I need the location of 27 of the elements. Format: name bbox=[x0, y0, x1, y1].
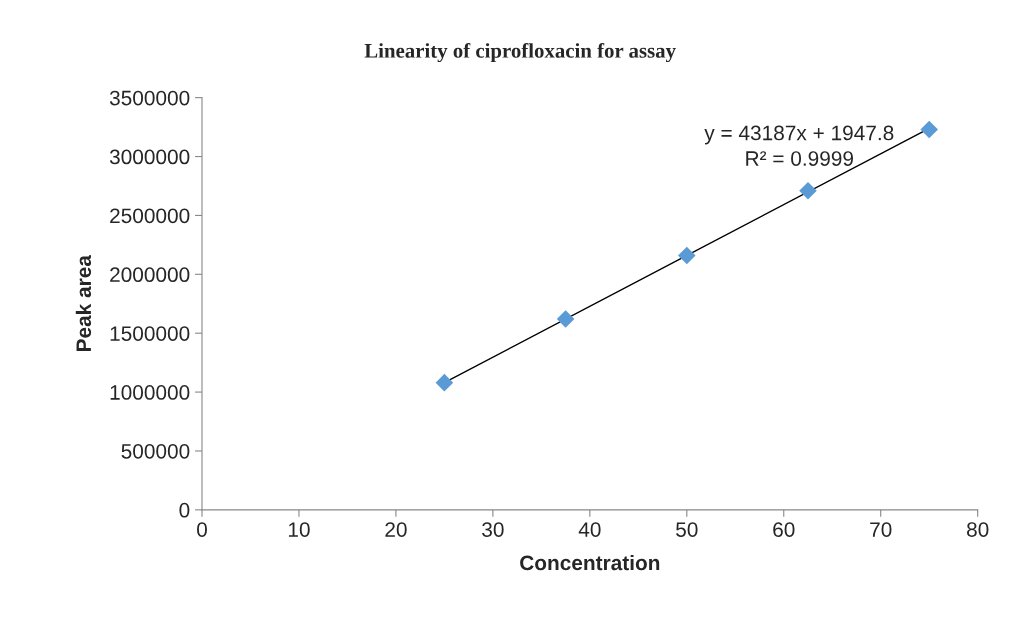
point bbox=[678, 246, 696, 265]
y-tick-label: 1000000 bbox=[110, 385, 190, 400]
point bbox=[799, 181, 817, 200]
annotation: y = 43187x + 1947.8 bbox=[704, 125, 894, 145]
annotation: R² = 0.9999 bbox=[746, 151, 854, 166]
y-tick-label: 1500000 bbox=[110, 326, 190, 341]
x-tick-label: 10 bbox=[288, 522, 310, 537]
point bbox=[556, 310, 575, 328]
y-tick-label: 2500000 bbox=[110, 208, 190, 224]
x-tick-label: 70 bbox=[870, 522, 892, 537]
y-tick-label: 2000000 bbox=[110, 267, 190, 283]
x-tick-label: 40 bbox=[578, 522, 601, 537]
y-tick-label: 3000000 bbox=[109, 149, 190, 165]
y-axis-title: Peak area bbox=[75, 254, 92, 352]
y-tick-label: 500000 bbox=[121, 443, 190, 459]
y-tick-label: 0 bbox=[179, 502, 190, 518]
y-tick-label: 3500000 bbox=[109, 90, 190, 106]
x-tick-label: 20 bbox=[385, 522, 407, 537]
x-tick-label: 30 bbox=[482, 522, 504, 537]
chart-title: Linearity of ciprofloxacin for assay bbox=[364, 42, 676, 63]
point bbox=[920, 120, 938, 139]
x-axis-title: Concentration bbox=[520, 554, 660, 571]
x-tick-label: 0 bbox=[197, 522, 207, 537]
x-tick-label: 50 bbox=[676, 522, 698, 537]
point bbox=[435, 373, 454, 392]
x-tick-label: 80 bbox=[967, 522, 989, 537]
x-tick-label: 60 bbox=[773, 522, 795, 537]
